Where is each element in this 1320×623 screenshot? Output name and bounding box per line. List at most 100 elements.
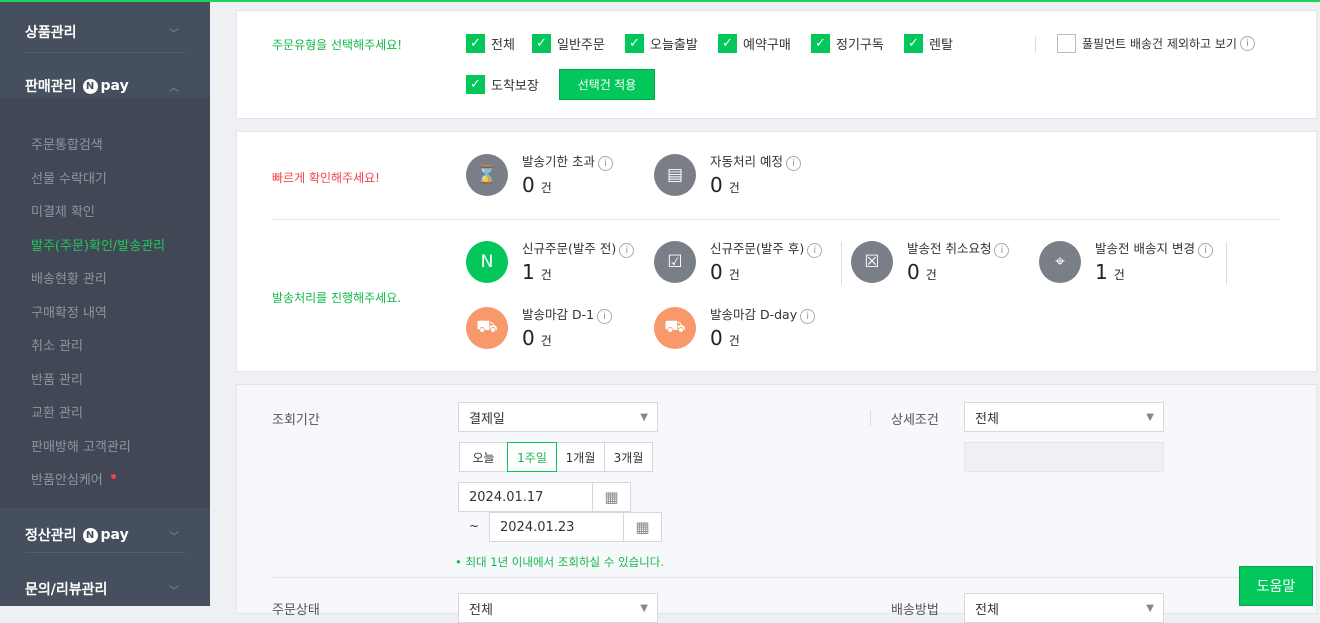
new-order-icon: N bbox=[466, 241, 508, 283]
divider bbox=[870, 410, 871, 426]
top-accent-line bbox=[0, 0, 1320, 2]
check-icon: ✓ bbox=[718, 34, 737, 53]
delivery-label: 배송방법 bbox=[891, 603, 939, 618]
chevron-down-icon: ﹀ bbox=[169, 28, 179, 40]
check-icon: ✓ bbox=[811, 34, 830, 53]
sidebar-label: 상품관리 bbox=[25, 25, 77, 41]
submenu-item-active[interactable]: 발주(주문)확인/발송관리 bbox=[31, 239, 166, 254]
submenu-item[interactable]: 취소 관리 bbox=[31, 339, 83, 354]
date-range-tilde: ~ bbox=[469, 519, 480, 533]
stat-deadline-d1[interactable]: ⛟ 발송마감 D-1 i 0 건 bbox=[466, 307, 613, 350]
stat-deadline-dday[interactable]: ⛟ 발송마감 D-day i 0 건 bbox=[654, 307, 816, 350]
dropdown-arrow-icon: ▼ bbox=[640, 411, 648, 423]
document-check-icon: ▤ bbox=[654, 154, 696, 196]
submenu-item[interactable]: 반품안심케어 bbox=[31, 469, 116, 488]
truck-d1-icon: ⛟ bbox=[466, 307, 508, 349]
range-buttons: 오늘 1주일 1개월 3개월 bbox=[459, 442, 653, 472]
stat-address-change[interactable]: ⌖ 발송전 배송지 변경 i 1 건 bbox=[1039, 241, 1213, 284]
order-confirmed-icon: ☑ bbox=[654, 241, 696, 283]
info-icon[interactable]: i bbox=[619, 243, 635, 258]
chevron-down-icon: ﹀ bbox=[169, 585, 179, 597]
checkbox-exclude-fulfillment[interactable]: 풀필먼트 배송건 제외하고 보기 i bbox=[1057, 34, 1255, 53]
range-3month-button[interactable]: 3개월 bbox=[604, 442, 653, 472]
help-button[interactable]: 도움말 bbox=[1239, 566, 1313, 606]
checkbox-preorder[interactable]: ✓ 예약구매 bbox=[718, 34, 791, 53]
period-label: 조회기간 bbox=[272, 413, 320, 428]
info-icon[interactable]: i bbox=[800, 309, 816, 324]
range-1month-button[interactable]: 1개월 bbox=[556, 442, 605, 472]
calendar-icon[interactable]: ▦ bbox=[592, 483, 630, 511]
stat-cancel-request[interactable]: ☒ 발송전 취소요청 i 0 건 bbox=[851, 241, 1010, 284]
range-today-button[interactable]: 오늘 bbox=[459, 442, 508, 472]
checkbox-arrival-guarantee[interactable]: ✓ 도착보장 bbox=[466, 75, 539, 94]
order-type-panel: 주문유형을 선택해주세요! ✓ 전체 ✓ 일반주문 ✓ 오늘출발 ✓ 예약구매 ✓ 정기구… bbox=[236, 10, 1317, 119]
info-icon[interactable]: i bbox=[1239, 36, 1255, 51]
checkbox-general[interactable]: ✓ 일반주문 bbox=[532, 34, 605, 53]
submenu-item[interactable]: 선물 수락대기 bbox=[31, 172, 107, 187]
checkbox-today-ship[interactable]: ✓ 오늘출발 bbox=[625, 34, 698, 53]
dropdown-arrow-icon: ▼ bbox=[640, 602, 648, 614]
detail-label: 상세조건 bbox=[891, 413, 939, 428]
order-status-select[interactable]: 전체 ▼ bbox=[458, 593, 658, 623]
submenu-item[interactable]: 교환 관리 bbox=[31, 406, 83, 421]
checkbox-subscription[interactable]: ✓ 정기구독 bbox=[811, 34, 884, 53]
info-icon[interactable]: i bbox=[785, 156, 801, 171]
check-icon: ✓ bbox=[466, 75, 485, 94]
checkbox-rental[interactable]: ✓ 렌탈 bbox=[904, 34, 953, 53]
sidebar-inquiry-review[interactable]: 문의/리뷰관리 ﹀ bbox=[25, 566, 185, 612]
search-panel: 조회기간 결제일 ▼ 상세조건 전체 ▼ 오늘 1주일 1개월 3개월 2024.0… bbox=[236, 384, 1317, 623]
box-location-icon: ⌖ bbox=[1039, 241, 1081, 283]
stat-new-order-after[interactable]: ☑ 신규주문(발주 후) i 0 건 bbox=[654, 241, 823, 284]
stat-overdue[interactable]: ⌛ 발송기한 초과 i 0 건 bbox=[466, 154, 613, 197]
submenu-item[interactable]: 배송현황 관리 bbox=[31, 272, 107, 287]
shipping-prompt: 발송처리를 진행해주세요. bbox=[272, 291, 402, 305]
divider bbox=[841, 242, 842, 285]
truck-bell-icon: ⛟ bbox=[654, 307, 696, 349]
submenu-item[interactable]: 반품 관리 bbox=[31, 373, 83, 388]
status-label: 주문상태 bbox=[272, 603, 320, 618]
sidebar-label: 정산관리 bbox=[25, 528, 77, 544]
stat-auto-process[interactable]: ▤ 자동처리 예정 i 0 건 bbox=[654, 154, 801, 197]
period-type-select[interactable]: 결제일 ▼ bbox=[458, 402, 658, 432]
delivery-method-select[interactable]: 전체 ▼ bbox=[964, 593, 1164, 623]
detail-input-disabled bbox=[964, 442, 1164, 472]
info-icon[interactable]: i bbox=[597, 309, 613, 324]
range-1week-button[interactable]: 1주일 bbox=[507, 442, 557, 472]
detail-condition-select[interactable]: 전체 ▼ bbox=[964, 402, 1164, 432]
apply-selection-button[interactable]: 선택건 적용 bbox=[559, 69, 655, 100]
box-cancel-icon: ☒ bbox=[851, 241, 893, 283]
start-date-field[interactable]: 2024.01.17 ▦ bbox=[458, 482, 631, 512]
info-icon[interactable]: i bbox=[807, 243, 823, 258]
info-icon[interactable]: i bbox=[994, 243, 1010, 258]
divider bbox=[25, 552, 185, 553]
check-icon: ✓ bbox=[625, 34, 644, 53]
submenu-item[interactable]: 구매확정 내역 bbox=[31, 306, 107, 321]
divider bbox=[272, 577, 1282, 578]
order-status-panel: 빠르게 확인해주세요! ⌛ 발송기한 초과 i 0 건 ▤ 자동처리 예정 i 0 건 발송처리… bbox=[236, 131, 1317, 372]
divider bbox=[25, 52, 185, 53]
divider bbox=[1035, 37, 1036, 53]
new-badge-dot bbox=[110, 474, 116, 479]
stat-new-order-before[interactable]: N 신규주문(발주 전) i 1 건 bbox=[466, 241, 635, 284]
info-icon[interactable]: i bbox=[1197, 243, 1213, 258]
submenu-item[interactable]: 판매방해 고객관리 bbox=[31, 440, 131, 455]
sidebar-product-management[interactable]: 상품관리 ﹀ bbox=[25, 9, 185, 55]
submenu-item[interactable]: 미결제 확인 bbox=[31, 205, 95, 220]
checkbox-all[interactable]: ✓ 전체 bbox=[466, 34, 515, 53]
check-icon: ✓ bbox=[904, 34, 923, 53]
chevron-down-icon: ﹀ bbox=[169, 531, 179, 543]
period-note: • 최대 1년 이내에서 조회하실 수 있습니다. bbox=[455, 555, 664, 569]
dropdown-arrow-icon: ▼ bbox=[1146, 411, 1154, 423]
info-icon[interactable]: i bbox=[597, 156, 613, 171]
hourglass-icon: ⌛ bbox=[466, 154, 508, 196]
calendar-icon[interactable]: ▦ bbox=[623, 513, 661, 541]
check-icon: ✓ bbox=[466, 34, 485, 53]
end-date-field[interactable]: 2024.01.23 ▦ bbox=[489, 512, 662, 542]
divider bbox=[272, 219, 1281, 220]
submenu-item[interactable]: 주문통합검색 bbox=[31, 138, 103, 153]
order-type-prompt: 주문유형을 선택해주세요! bbox=[272, 38, 403, 52]
